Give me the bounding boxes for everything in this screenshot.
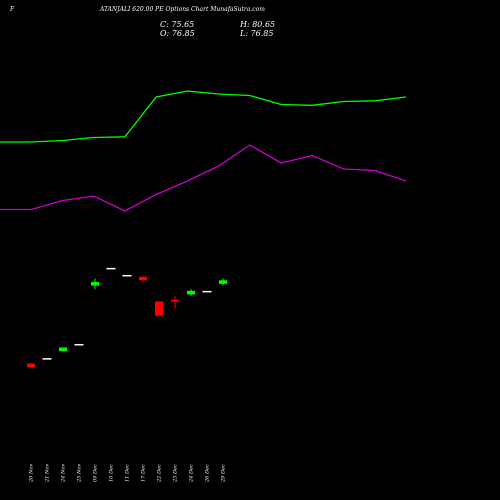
ticker-label: F xyxy=(10,6,15,13)
upper-line xyxy=(0,90,407,143)
candle xyxy=(91,278,99,290)
candle-body xyxy=(219,280,227,284)
indicator-lines xyxy=(0,90,407,212)
low-value: L: 76.85 xyxy=(240,29,274,38)
candle xyxy=(74,343,84,346)
candle xyxy=(42,358,52,360)
candle xyxy=(59,347,67,352)
x-tick-label: 25 Nov xyxy=(77,464,83,483)
x-tick-label: 26 Dec xyxy=(205,464,211,483)
candle-body xyxy=(187,290,195,295)
candle xyxy=(171,296,179,309)
candle xyxy=(187,289,195,297)
candle xyxy=(27,363,35,367)
x-tick-label: 24 Nov xyxy=(61,464,67,483)
candle-body xyxy=(122,274,132,277)
candle xyxy=(139,276,147,283)
candle-body xyxy=(202,290,212,293)
x-tick-label: 24 Dec xyxy=(189,464,195,483)
candle-body xyxy=(74,343,84,346)
x-tick-label: 20 Nov xyxy=(29,464,35,483)
candle xyxy=(202,290,212,293)
lower-line xyxy=(0,144,407,212)
candle-body xyxy=(59,347,67,352)
x-tick-label: 21 Nov xyxy=(45,464,51,483)
candle-body xyxy=(27,363,35,367)
candle-body xyxy=(155,301,163,316)
candle-body xyxy=(42,358,52,360)
x-tick-label: 11 Dec xyxy=(125,464,131,482)
candle-body xyxy=(106,267,116,270)
x-tick-label: 29 Dec xyxy=(221,464,227,483)
open-value: O: 76.85 xyxy=(160,29,195,38)
candle xyxy=(122,274,132,277)
high-value: H: 80.65 xyxy=(240,20,276,29)
close-value: C: 75.65 xyxy=(160,20,195,29)
x-tick-label: 23 Dec xyxy=(173,464,179,483)
candle xyxy=(219,278,227,286)
candles xyxy=(27,267,227,367)
candle-body xyxy=(91,282,99,286)
x-tick-label: 22 Dec xyxy=(157,464,163,483)
chart-title: ATANJALI 620.00 PE Options Chart MunafaS… xyxy=(100,6,265,13)
x-tick-label: 09 Dec xyxy=(93,464,99,482)
x-tick-label: 17 Dec xyxy=(141,464,147,482)
candle xyxy=(106,267,116,270)
candle-body xyxy=(171,299,179,302)
x-tick-label: 10 Dec xyxy=(109,464,115,482)
x-axis-ticks: 20 Nov 21 Nov 24 Nov 25 Nov 09 Dec 10 Dec 11 D… xyxy=(29,464,227,483)
candle-body xyxy=(139,276,147,281)
candle xyxy=(155,301,163,316)
